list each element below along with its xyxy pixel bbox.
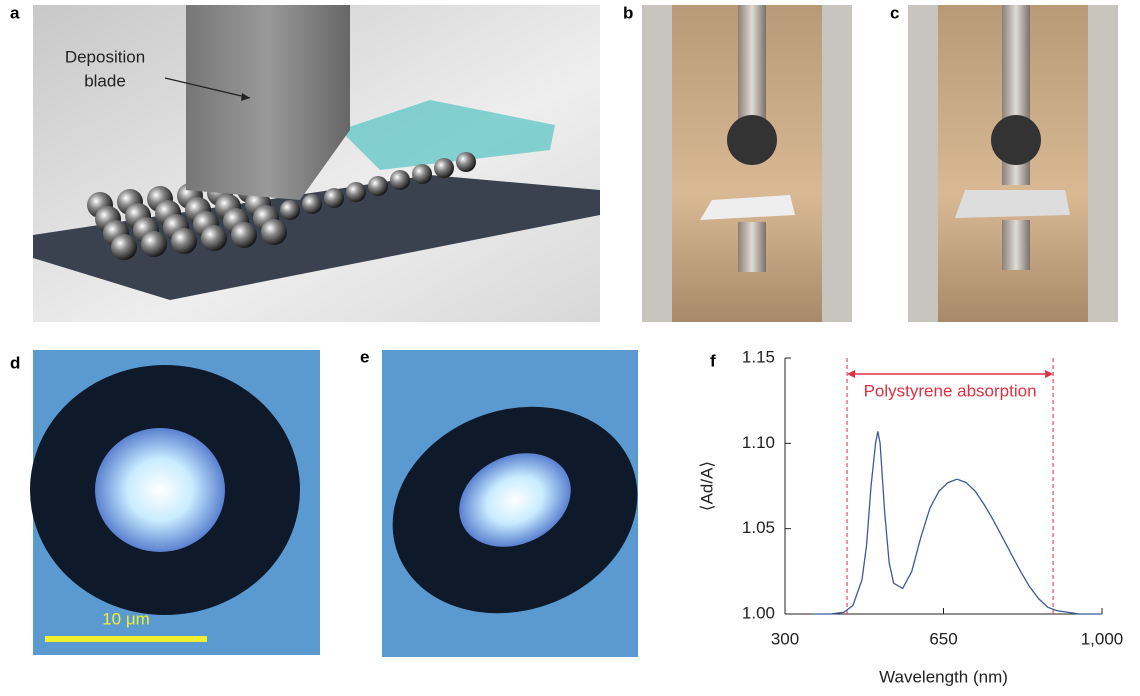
sphere <box>141 231 167 257</box>
scale-label: 10 μm <box>102 609 150 628</box>
annotation-text: Polystyrene absorption <box>864 381 1037 400</box>
panel-c: c <box>890 3 1118 322</box>
panel-a: Deposition blade a <box>10 3 600 322</box>
x-tick-label: 1,000 <box>1081 629 1124 648</box>
y-tick-label: 1.05 <box>742 518 775 537</box>
x-tick-label: 650 <box>929 629 957 648</box>
panel-e: e <box>360 347 667 657</box>
column <box>738 5 766 125</box>
sphere <box>346 182 366 202</box>
sphere <box>434 158 454 178</box>
sphere <box>231 222 257 248</box>
sphere <box>261 219 287 245</box>
bright-core <box>95 428 225 552</box>
panel-label: c <box>890 3 899 22</box>
y-tick-label: 1.00 <box>742 603 775 622</box>
chamber-wall <box>642 5 672 322</box>
spectrum-line <box>812 431 1102 614</box>
sphere <box>201 225 227 251</box>
sphere <box>324 188 344 208</box>
sphere <box>368 176 388 196</box>
panel-label: e <box>360 347 369 366</box>
figure: Deposition blade a b c 10 μm d e f 1.00 1… <box>0 0 1140 691</box>
panel-d: 10 μm d <box>10 350 320 655</box>
fan <box>727 115 777 165</box>
x-axis-label: Wavelength (nm) <box>879 667 1008 686</box>
y-tick-label: 1.10 <box>742 433 775 452</box>
arrow-head <box>847 370 855 378</box>
sphere <box>111 234 137 260</box>
panel-b: b <box>623 3 852 322</box>
x-tick-label: 300 <box>771 629 799 648</box>
chamber-wall <box>822 5 852 322</box>
sphere <box>302 194 322 214</box>
arrow-head <box>1045 370 1053 378</box>
scale-bar <box>45 636 207 642</box>
chamber-wall <box>1088 5 1118 322</box>
chamber-wall <box>908 5 938 322</box>
y-tick-label: 1.15 <box>742 347 775 366</box>
annotation-line-1: Deposition <box>65 47 145 66</box>
panel-label: b <box>623 3 633 22</box>
sphere <box>171 228 197 254</box>
column <box>738 222 766 272</box>
sample-plate <box>955 190 1070 218</box>
annotation-line-2: blade <box>84 71 126 90</box>
sphere <box>412 164 432 184</box>
fan <box>991 115 1041 165</box>
sphere <box>280 200 300 220</box>
panel-label: a <box>10 3 20 22</box>
panel-f: f 1.00 1.05 1.10 1.15 300 650 1,000 Wavelength … <box>697 347 1123 686</box>
sphere <box>456 152 476 172</box>
column <box>1002 220 1030 270</box>
y-axis-label: ⟨Ad/A⟩ <box>697 461 716 511</box>
panel-label: f <box>710 351 716 370</box>
panel-label: d <box>10 353 20 372</box>
sphere <box>390 170 410 190</box>
